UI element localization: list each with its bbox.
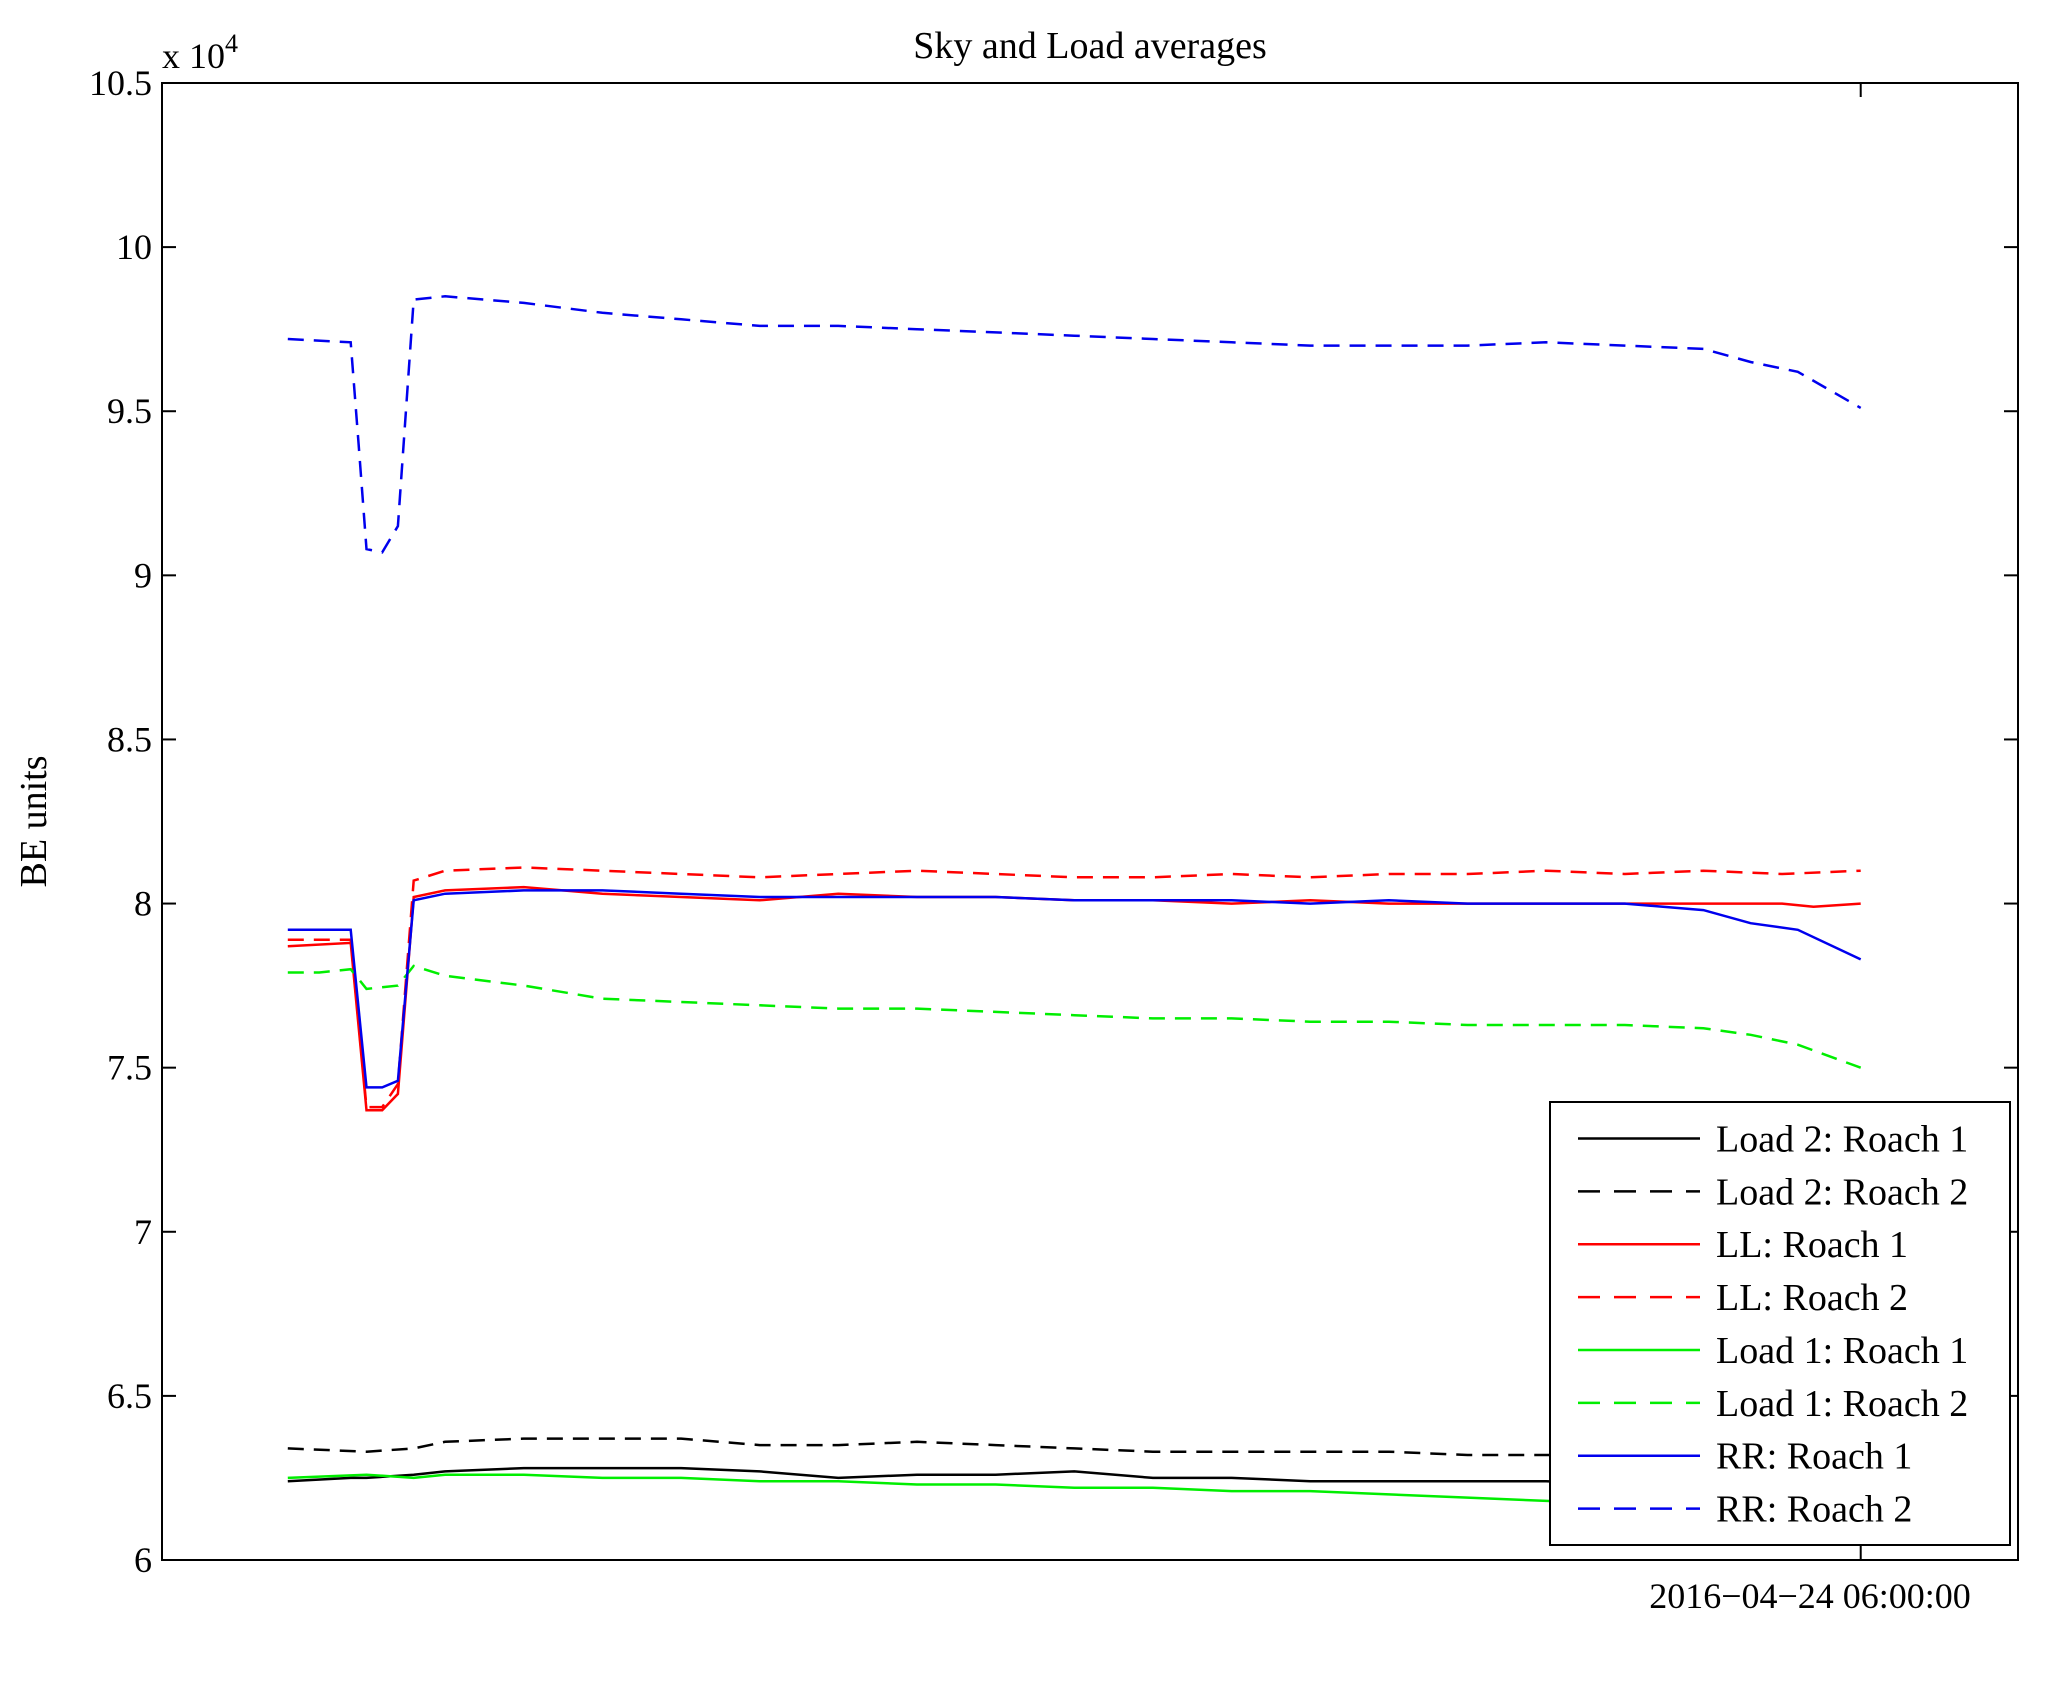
series-line-7: [287, 889, 1862, 1089]
y-tick-label: 7.5: [107, 1048, 152, 1088]
plot-frame: [161, 82, 2019, 1561]
legend: Load 2: Roach 1 Load 2: Roach 2 LL: Roach …: [1549, 1101, 2011, 1546]
legend-label: Load 2: Roach 2: [1716, 1171, 1968, 1213]
y-tick-label: 7: [134, 1212, 152, 1252]
y-tick-label: 8.5: [107, 719, 152, 759]
x-tick-label: 2016−04−24 06:00:00: [1649, 1576, 1971, 1616]
series-layer: [287, 295, 1862, 1509]
series-line-4: [287, 866, 1861, 1109]
y-tick-label: 6: [134, 1540, 152, 1580]
y-tick-label: 9.5: [107, 391, 152, 431]
legend-box: [1549, 1101, 2011, 1546]
y-axis-multiplier-exponent: 4: [225, 29, 238, 58]
series-line-8: [287, 295, 1862, 554]
y-tick-label: 9: [134, 555, 152, 595]
legend-label: Load 2: Roach 1: [1716, 1118, 1968, 1160]
y-tick-label: 6.5: [107, 1376, 152, 1416]
series-line-2: [287, 1437, 1861, 1460]
legend-label: RR: Roach 2: [1716, 1489, 1912, 1531]
legend-label: Load 1: Roach 1: [1716, 1330, 1968, 1372]
y-tick-label: 8: [134, 884, 152, 924]
ticks-layer: 6 6.5 7 7.5 8 8.5 9 9.5 10 10.5 2016−04−24 06:00:0…: [89, 63, 2018, 1616]
legend-label: Load 1: Roach 2: [1716, 1383, 1968, 1425]
y-axis-multiplier: x 104: [162, 29, 238, 76]
y-tick-label: 10.5: [89, 63, 152, 103]
y-tick-label: 10: [116, 227, 152, 267]
chart-title: Sky and Load averages: [913, 25, 1267, 67]
legend-label: LL: Roach 1: [1716, 1224, 1908, 1266]
y-axis-multiplier-base: x 10: [162, 36, 225, 76]
series-line-6: [287, 964, 1862, 1069]
y-axis-label: BE units: [13, 756, 55, 888]
legend-label: LL: Roach 2: [1716, 1277, 1908, 1319]
legend-label: RR: Roach 1: [1716, 1436, 1912, 1478]
